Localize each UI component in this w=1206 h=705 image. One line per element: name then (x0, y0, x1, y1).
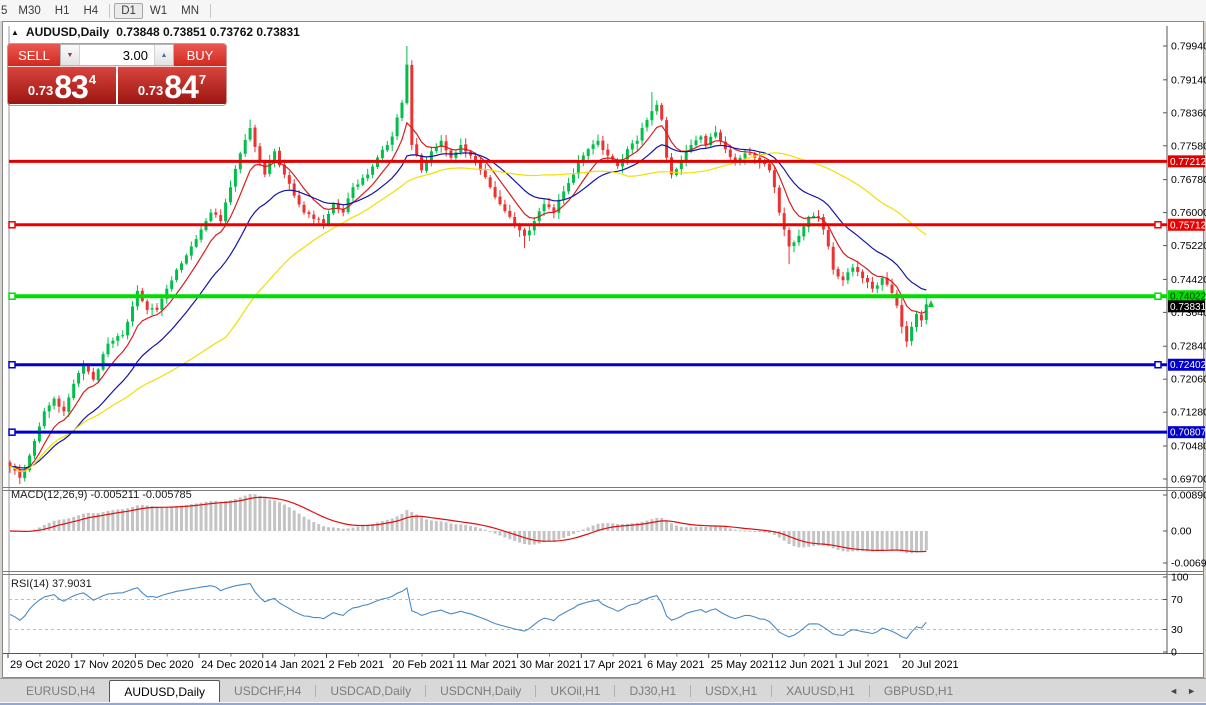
tab-separator (690, 684, 692, 697)
ask-price[interactable]: 0.73 84 7 (118, 67, 226, 104)
ohlc-values: 0.73848 0.73851 0.73762 0.73831 (116, 25, 300, 39)
rsi-indicator-label: RSI(14) 37.9031 (11, 578, 92, 590)
bid-pip-digit: 4 (88, 72, 97, 87)
volume-decrease-icon[interactable]: ▼ (61, 45, 80, 65)
chart-tab-gbpusd[interactable]: GBPUSD,H1 (883, 683, 954, 698)
tab-separator (868, 684, 870, 697)
tab-separator (425, 684, 427, 697)
chart-tab-audusd[interactable]: AUDUSD,Daily (109, 680, 221, 702)
symbol-period-label: AUDUSD,Daily (25, 25, 110, 39)
one-click-trade-panel: SELL ▼ 3.00 ▲ BUY 0.73 83 4 0.73 84 7 (8, 44, 226, 105)
timeframe-button-m30[interactable]: M30 (18, 4, 41, 17)
timeframe-button-h1[interactable]: H1 (54, 4, 70, 17)
ask-prefix: 0.73 (137, 83, 164, 98)
ask-big-digits: 84 (164, 69, 199, 105)
timeframe-button-h4[interactable]: H4 (83, 4, 99, 17)
volume-input[interactable]: 3.00 (122, 47, 148, 63)
chart-tab-xauusd[interactable]: XAUUSD,H1 (786, 683, 855, 698)
timeframe-button-mn[interactable]: MN (181, 4, 200, 17)
tab-separator (535, 684, 537, 697)
tab-separator (614, 684, 616, 697)
sell-button[interactable]: SELL (18, 47, 50, 63)
ask-pip-digit: 7 (198, 72, 207, 87)
chart-tab-eurusd[interactable]: EURUSD,H4 (26, 683, 96, 698)
bid-prefix: 0.73 (27, 83, 54, 98)
chart-tab-dj30[interactable]: DJ30,H1 (629, 683, 677, 698)
trade-panel-prices: 0.73 83 4 0.73 84 7 (8, 67, 226, 104)
chart-window (2, 21, 1204, 678)
macd-indicator-label: MACD(12,26,9) -0.005211 -0.005785 (11, 489, 192, 501)
trade-panel-top-row: SELL ▼ 3.00 ▲ BUY (8, 44, 226, 67)
tab-scroll-arrows: ◄ ► (1169, 679, 1206, 702)
tab-scroll-left-icon[interactable]: ◄ (1169, 685, 1179, 696)
timeframe-button-w1[interactable]: W1 (149, 4, 168, 17)
tab-separator (315, 684, 317, 697)
bottom-edge-strip (0, 702, 1206, 705)
chart-tab-usdcad[interactable]: USDCAD,Daily (330, 683, 412, 698)
collapse-panel-icon[interactable]: ▲ (11, 27, 19, 37)
chart-tab-ukoil[interactable]: UKOil,H1 (550, 683, 601, 698)
timeframe-button-d1[interactable]: D1 (114, 2, 143, 19)
bid-price[interactable]: 0.73 83 4 (8, 67, 118, 104)
tab-scroll-right-icon[interactable]: ► (1187, 685, 1196, 696)
timeframe-toolbar: 5 M30 H1 H4 D1 W1 MN (0, 0, 1206, 21)
tab-separator (771, 684, 773, 697)
volume-spinner: ▼ 3.00 ▲ (60, 44, 174, 66)
buy-button[interactable]: BUY (186, 47, 214, 63)
chart-tab-usdx[interactable]: USDX,H1 (705, 683, 758, 698)
chart-tab-usdcnh[interactable]: USDCNH,Daily (440, 683, 522, 698)
toolbar-separator (210, 3, 212, 18)
chart-tab-usdchf[interactable]: USDCHF,H4 (234, 683, 302, 698)
toolbar-separator (109, 3, 111, 18)
volume-increase-icon[interactable]: ▲ (154, 45, 173, 65)
bid-big-digits: 83 (54, 69, 89, 105)
chart-title: ▲ AUDUSD,Daily 0.73848 0.73851 0.73762 0… (11, 25, 300, 39)
timeframe-button-5[interactable]: 5 (1, 4, 8, 17)
chart-tabbar: EURUSD,H4 AUDUSD,Daily USDCHF,H4 USDCAD,Dai… (0, 678, 1206, 702)
